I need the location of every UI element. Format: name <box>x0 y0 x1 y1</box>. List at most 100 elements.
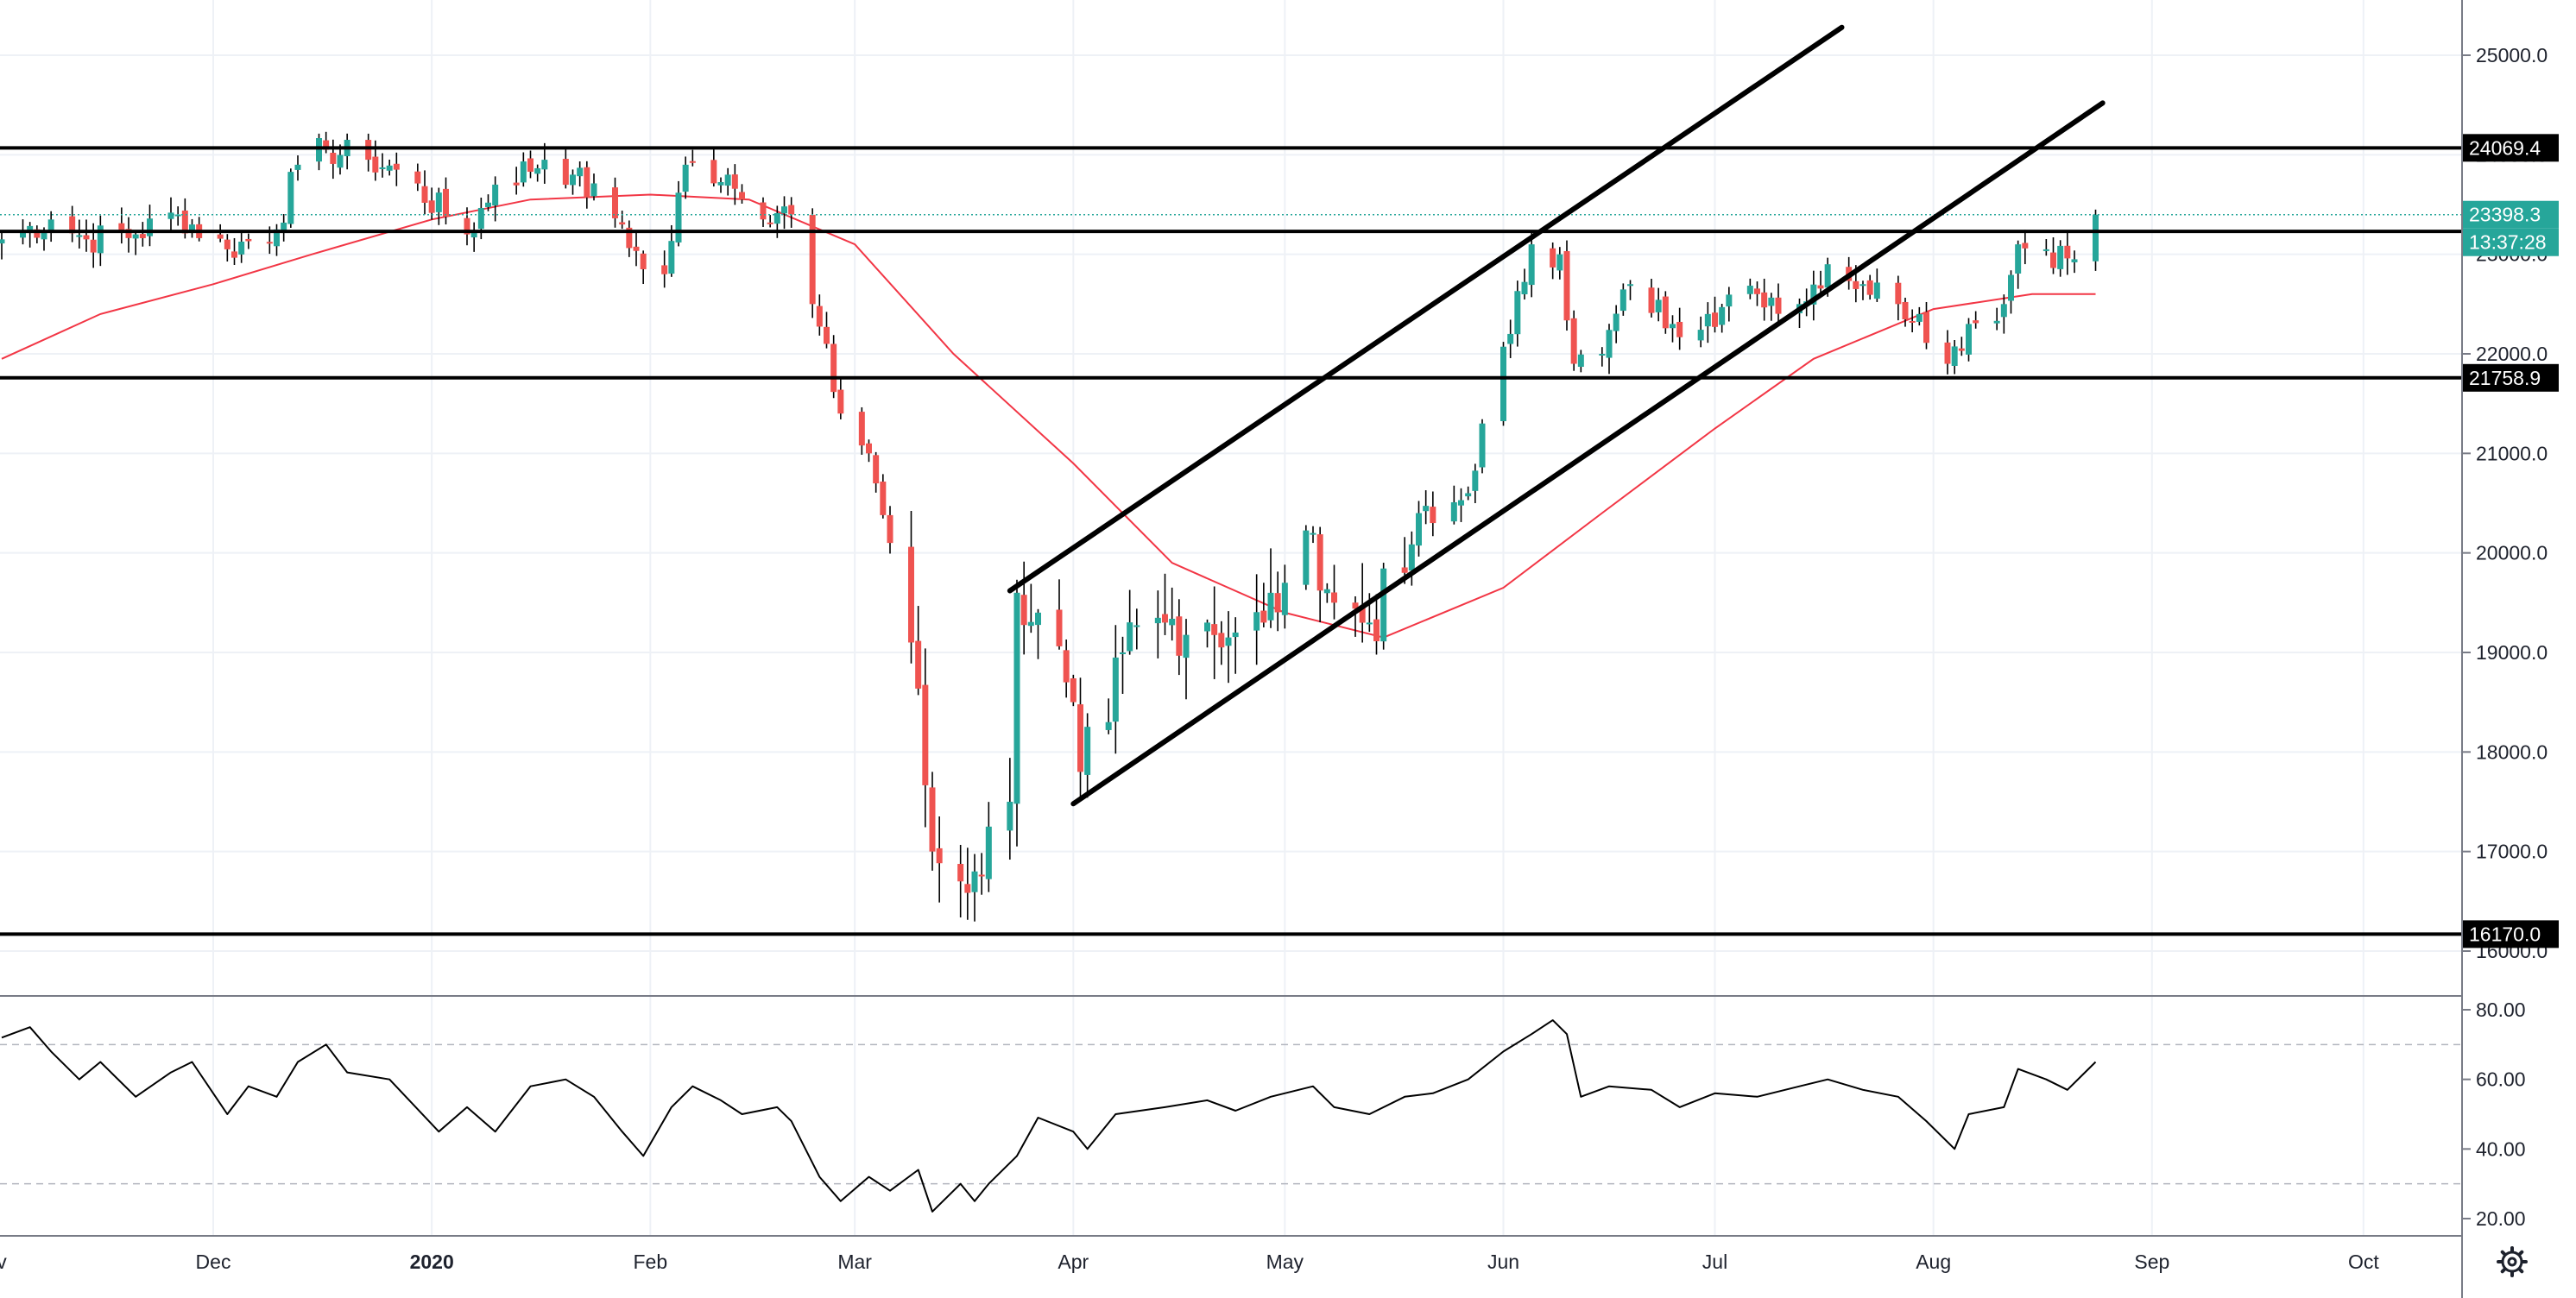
candle <box>1176 599 1183 676</box>
candle <box>1697 316 1704 348</box>
candle <box>1112 625 1119 754</box>
candle <box>1973 311 1979 329</box>
moving-average-line <box>1 193 2096 639</box>
candle <box>1070 674 1076 707</box>
candle <box>1063 640 1070 698</box>
oscillator-axis[interactable]: 80.00 60.00 40.00 20.00 <box>2462 999 2526 1230</box>
candle <box>125 217 132 253</box>
candle <box>1556 247 1563 280</box>
candle <box>985 802 992 892</box>
candle <box>167 197 174 232</box>
candle <box>689 149 696 167</box>
month-label: Mar <box>837 1251 872 1273</box>
candle <box>1704 302 1711 343</box>
candle <box>1007 758 1013 860</box>
candle <box>69 205 76 243</box>
candle <box>147 205 153 247</box>
trend-line-1[interactable] <box>1070 100 2106 807</box>
oscillator-tick-label: 80.00 <box>2476 999 2526 1021</box>
candle <box>936 816 943 903</box>
candle <box>435 187 442 225</box>
candle <box>97 215 104 267</box>
candle <box>231 237 237 266</box>
candle <box>1599 347 1606 367</box>
candle <box>1408 531 1415 586</box>
oscillator-pane[interactable] <box>0 1019 2462 1213</box>
candle <box>1105 698 1112 734</box>
price-tick-label: 22000.0 <box>2476 343 2548 365</box>
candlestick-series <box>0 131 2099 922</box>
candle <box>414 163 421 192</box>
candle <box>1423 490 1430 525</box>
candle <box>27 222 34 248</box>
candle <box>470 222 477 252</box>
candle <box>724 167 731 196</box>
candle <box>1035 608 1041 659</box>
candle <box>978 853 985 895</box>
candle <box>1754 281 1760 306</box>
candle <box>1204 619 1210 648</box>
month-label: Aug <box>1916 1251 1951 1273</box>
trend-line-0[interactable] <box>1007 24 1845 594</box>
candle <box>830 335 837 399</box>
candle <box>1225 611 1232 684</box>
candle <box>2064 230 2071 275</box>
main-price-pane[interactable] <box>0 24 2462 936</box>
month-label: Feb <box>634 1251 668 1273</box>
candle <box>1416 501 1422 557</box>
candle <box>2022 230 2029 265</box>
gear-icon[interactable] <box>2497 1246 2528 1277</box>
candle <box>1577 350 1584 373</box>
candle <box>2071 250 2078 274</box>
candle <box>132 230 139 255</box>
candle <box>929 772 936 871</box>
candle <box>612 177 618 228</box>
candle <box>217 224 224 243</box>
candle <box>464 207 470 246</box>
candle <box>1056 579 1063 650</box>
candle <box>717 177 724 193</box>
candle <box>1619 283 1626 316</box>
candle <box>1077 677 1083 801</box>
candle <box>323 131 330 154</box>
candle <box>287 168 294 228</box>
candle <box>386 159 393 176</box>
candle <box>393 152 400 186</box>
candle <box>0 231 5 260</box>
countdown-tag: 13:37:28 <box>2463 228 2559 256</box>
month-label: Jun <box>1487 1251 1519 1273</box>
candle <box>1528 230 1535 298</box>
candle <box>2000 294 2007 334</box>
candle <box>485 194 491 211</box>
candle <box>731 164 738 205</box>
candle <box>1676 307 1683 350</box>
month-label: Dec <box>196 1251 231 1273</box>
candle <box>816 294 823 336</box>
candle <box>957 844 964 918</box>
candle <box>1430 491 1436 537</box>
candle <box>760 197 767 228</box>
candle <box>1500 342 1506 426</box>
month-label: Sep <box>2134 1251 2169 1273</box>
time-axis[interactable]: v Dec 2020 Feb Mar Apr May Jun Jul Aug Sep Oct <box>0 1251 2379 1273</box>
price-tick-label: 20000.0 <box>2476 542 2548 564</box>
candle <box>922 648 929 828</box>
price-tick-label: 18000.0 <box>2476 740 2548 763</box>
candle <box>76 219 83 249</box>
candle <box>1479 419 1486 474</box>
candle <box>365 133 372 172</box>
candle <box>1662 291 1669 334</box>
candle <box>887 506 893 554</box>
candle <box>281 214 287 242</box>
candle <box>492 176 499 222</box>
candle <box>1127 589 1133 655</box>
candle <box>1563 240 1570 331</box>
candle <box>1775 283 1782 323</box>
candle <box>1450 485 1457 525</box>
candle <box>1162 573 1168 635</box>
candle <box>915 606 922 696</box>
candle <box>534 164 541 182</box>
price-tick-label: 21000.0 <box>2476 442 2548 464</box>
month-label: v <box>0 1251 7 1273</box>
candle <box>668 224 675 277</box>
